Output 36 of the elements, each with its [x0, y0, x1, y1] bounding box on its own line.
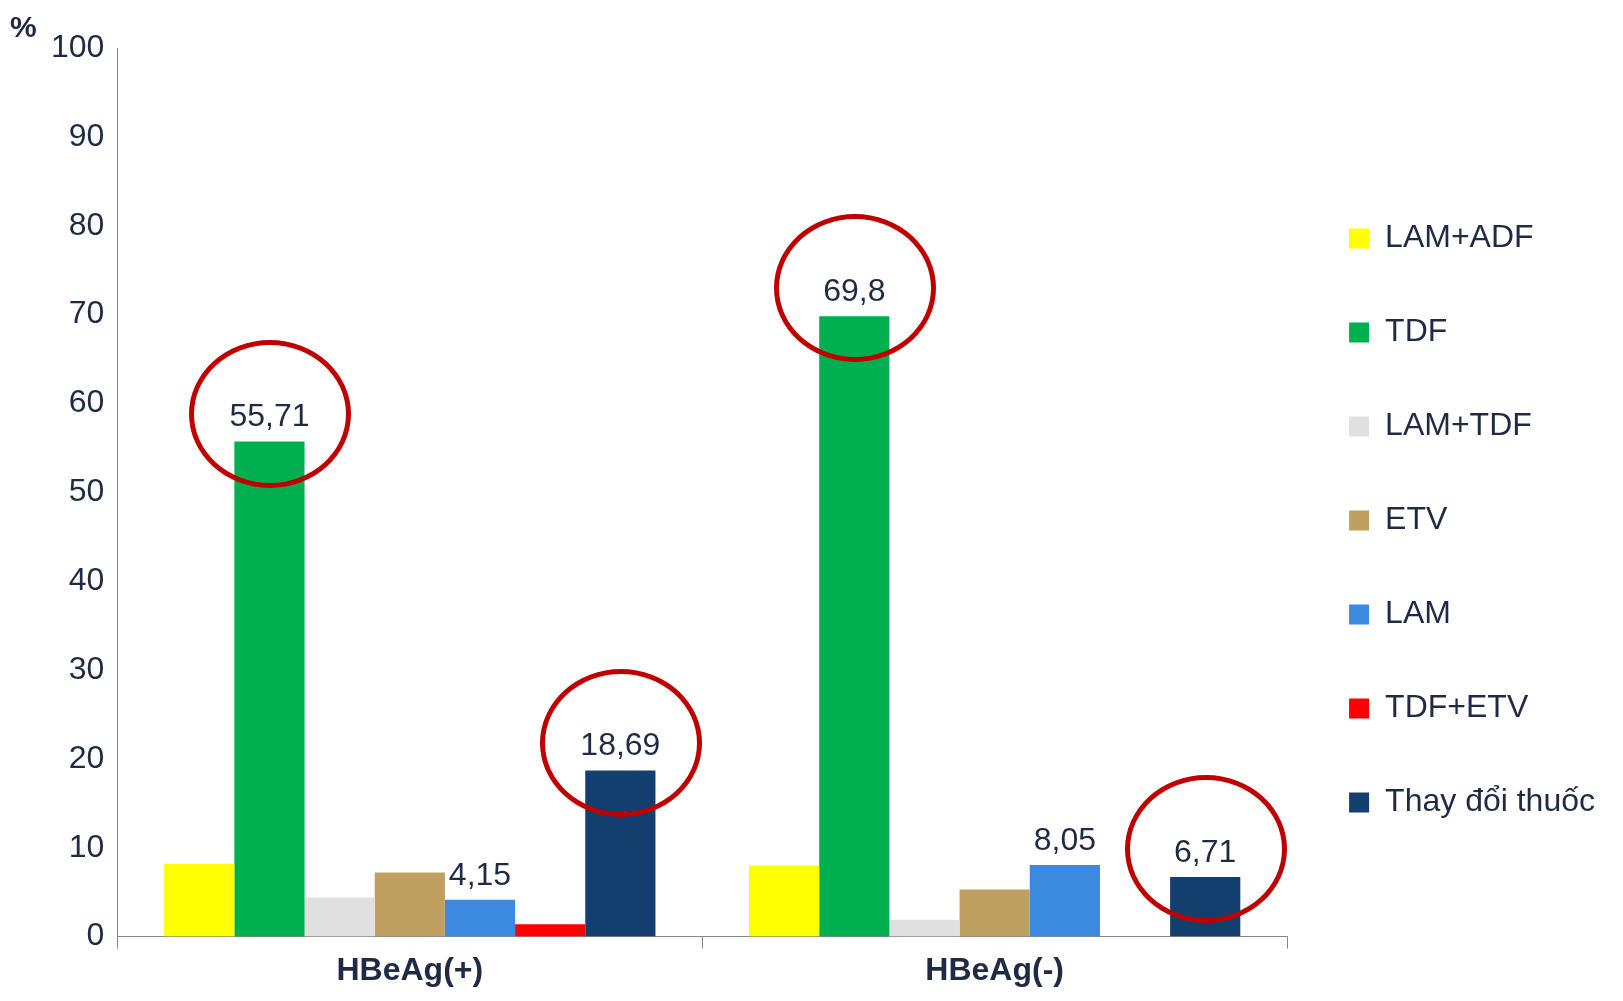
y-tick-label: 80 [68, 205, 105, 242]
legend-label: LAM [1385, 594, 1451, 631]
y-tick-label: 30 [68, 649, 105, 686]
bar [374, 872, 445, 937]
y-tick-label: 100 [51, 27, 105, 64]
y-tick-label: 0 [86, 916, 105, 953]
data-label: 8,05 [1033, 820, 1096, 857]
legend-label: LAM+TDF [1385, 406, 1532, 443]
x-tick-label: HBeAg(+) [336, 950, 484, 987]
data-label: 55,71 [229, 397, 310, 434]
bar [959, 889, 1030, 937]
data-label: 18,69 [580, 726, 661, 763]
legend-label: TDF+ETV [1385, 688, 1529, 725]
y-tick-label: 90 [68, 116, 105, 153]
bar [1029, 865, 1100, 937]
bar [304, 897, 375, 937]
legend-label: LAM+ADF [1385, 218, 1534, 255]
y-tick-label: 70 [68, 294, 105, 331]
legend-label: TDF [1385, 312, 1448, 349]
data-label: 6,71 [1174, 832, 1237, 869]
bar [444, 899, 516, 937]
y-tick-label: 10 [68, 827, 105, 864]
data-label: 4,15 [448, 855, 512, 892]
legend-label: ETV [1385, 500, 1448, 537]
bar [889, 919, 960, 937]
y-tick-label: 40 [68, 560, 105, 597]
legend-label: Thay đổi thuốc [1385, 782, 1595, 819]
y-tick-label: 60 [68, 383, 105, 420]
bar [515, 924, 586, 937]
y-axis-title: % [10, 10, 37, 44]
y-tick-label: 20 [68, 738, 105, 775]
bar [749, 865, 820, 937]
y-tick-label: 50 [68, 472, 105, 509]
bar [164, 863, 235, 937]
x-tick-label: HBeAg(-) [925, 950, 1064, 987]
data-label: 69,8 [823, 272, 886, 309]
